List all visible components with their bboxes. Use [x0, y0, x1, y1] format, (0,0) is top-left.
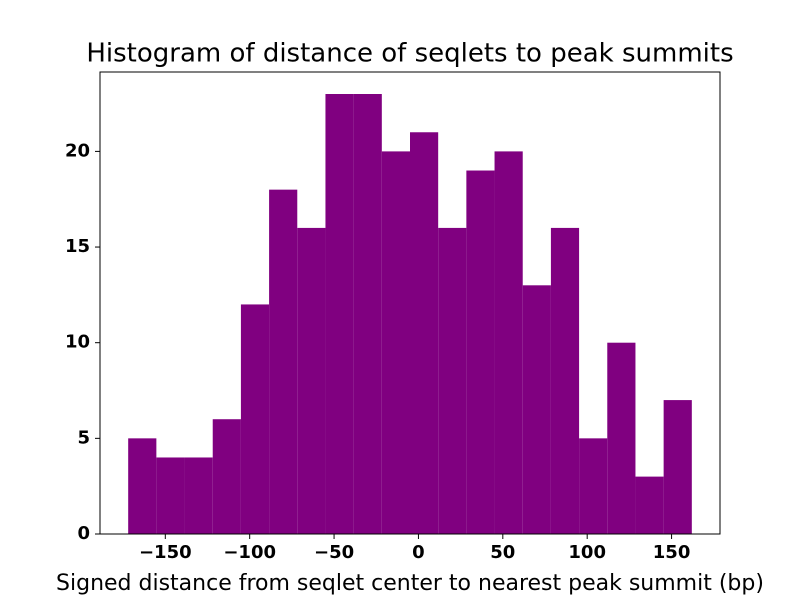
y-tick-label: 10: [65, 332, 90, 353]
bar: [494, 151, 523, 535]
bar: [381, 151, 410, 535]
bar: [410, 132, 439, 534]
bar: [550, 227, 580, 535]
x-tick-label: −150: [139, 542, 192, 563]
x-tick-label: 100: [568, 542, 606, 563]
y-tick-label: 20: [65, 140, 90, 161]
bar: [269, 189, 298, 535]
bar: [635, 476, 664, 534]
bar: [212, 419, 241, 534]
bar: [297, 227, 326, 535]
bar: [522, 285, 551, 534]
x-tick-label: −100: [223, 542, 276, 563]
bar: [466, 170, 495, 535]
x-tick-label: 50: [490, 542, 515, 563]
bar: [353, 94, 382, 534]
bar: [156, 457, 185, 534]
x-tick-label: 0: [412, 542, 425, 563]
bar: [438, 227, 467, 535]
bar: [325, 94, 354, 534]
x-tick-label: 150: [653, 542, 691, 563]
x-tick-label: −50: [314, 542, 354, 563]
chart-title: Histogram of distance of seqlets to peak…: [86, 39, 733, 69]
bar: [240, 304, 270, 534]
bar: [663, 400, 692, 534]
y-tick-label: 0: [77, 523, 90, 544]
bar: [184, 457, 213, 534]
y-tick-label: 5: [77, 427, 90, 448]
bar: [607, 342, 636, 534]
x-axis-label: Signed distance from seqlet center to ne…: [56, 571, 764, 596]
bar: [579, 438, 608, 534]
plot-frame: [99, 71, 721, 535]
y-tick-label: 15: [65, 236, 90, 257]
bar: [128, 438, 157, 534]
